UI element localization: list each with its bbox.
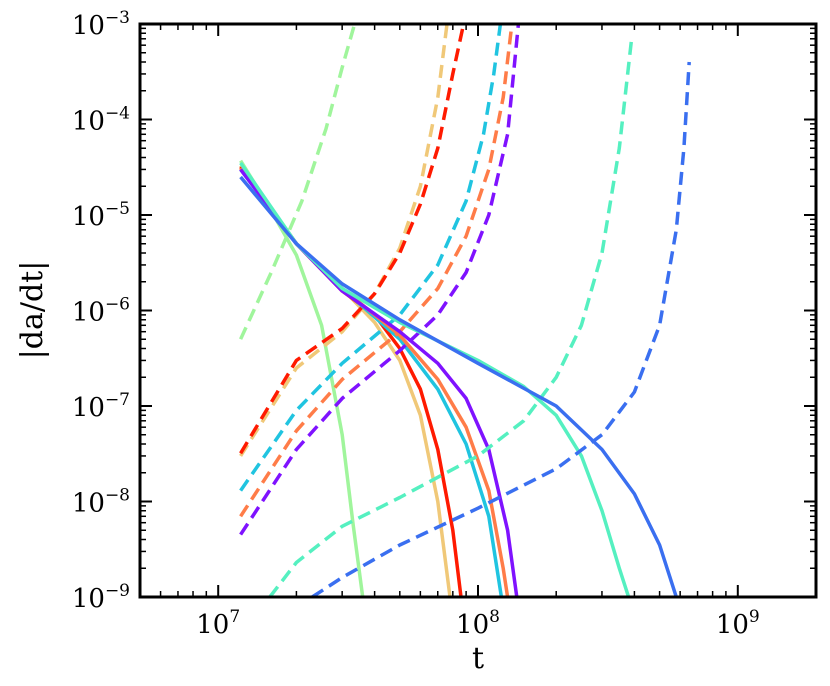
x-tick-label: 108: [456, 607, 500, 640]
series-line-5-dashed: [239, 24, 466, 455]
y-axis-label-text: |da/dt|: [15, 261, 50, 360]
x-tick-label: 107: [196, 607, 240, 640]
series-line-1-dashed: [239, 24, 357, 340]
series-line-7-dashed: [239, 24, 503, 492]
y-tick-label: 10−3: [72, 8, 130, 41]
y-tick-label: 10−6: [72, 295, 130, 328]
y-tick-label: 10−9: [72, 581, 130, 614]
plot-frame: [138, 22, 818, 599]
series-line-9-dashed: [239, 24, 514, 518]
y-tick-label: 10−7: [72, 390, 130, 423]
series-line-14-solid: [239, 175, 678, 597]
x-tick-label: 109: [716, 607, 760, 640]
x-axis-label: t: [472, 641, 484, 676]
plot-background: [140, 24, 816, 597]
series-line-3-dashed: [239, 24, 449, 457]
ticks-layer: 107 108 109 10−9 10−8 10−7 10−6 10−5 10−4 10−3: [72, 8, 817, 640]
y-tick-label: 10−8: [72, 486, 130, 519]
series-layer: [239, 24, 691, 597]
series-line-11-dashed: [239, 24, 521, 536]
series-line-13-dashed: [268, 38, 634, 597]
series-line-15-dashed: [311, 61, 691, 597]
y-axis-label: |da/dt|: [15, 261, 50, 360]
y-tick-label: 10−4: [72, 104, 130, 137]
y-tick-label: 10−5: [72, 199, 130, 232]
